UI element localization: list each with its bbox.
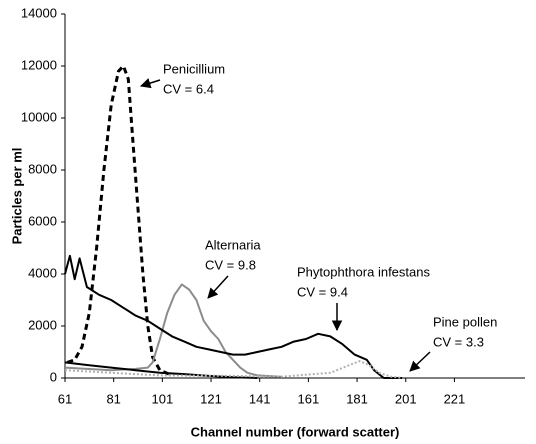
annotation-name: Penicillium <box>163 61 225 76</box>
x-tick-label: 221 <box>444 391 466 406</box>
annotation-arrow <box>139 78 161 89</box>
annotation-name: Phytophthora infestans <box>297 264 430 279</box>
annotation-cv: CV = 6.4 <box>163 81 214 96</box>
y-tick-label: 0 <box>50 369 57 384</box>
annotation-cv: CV = 3.3 <box>433 334 484 349</box>
y-tick-label: 8000 <box>28 161 57 176</box>
x-tick-label: 181 <box>346 391 368 406</box>
y-tick-label: 6000 <box>28 213 57 228</box>
x-tick-label: 121 <box>200 391 222 406</box>
x-tick-label: 81 <box>106 391 120 406</box>
series-line <box>64 283 282 378</box>
annotation-cv: CV = 9.8 <box>205 257 256 272</box>
annotation-cv: CV = 9.4 <box>297 284 348 299</box>
x-tick-label: 141 <box>249 391 271 406</box>
x-tick-label: 61 <box>58 391 72 406</box>
x-tick-label: 101 <box>152 391 174 406</box>
y-tick-label: 4000 <box>28 265 57 280</box>
annotation-arrow <box>207 275 229 299</box>
annotation-name: Alternaria <box>205 237 261 252</box>
x-tick-label: 161 <box>298 391 320 406</box>
y-axis-title: Particles per ml <box>9 148 24 245</box>
x-tick-label: 201 <box>395 391 417 406</box>
series-line <box>66 64 173 377</box>
annotation-arrow <box>409 351 431 372</box>
y-tick-label: 12000 <box>21 57 57 72</box>
series-line <box>64 360 404 379</box>
y-tick-label: 10000 <box>21 109 57 124</box>
x-axis-title: Channel number (forward scatter) <box>191 424 400 439</box>
y-tick-label: 2000 <box>28 317 57 332</box>
series-line <box>64 254 404 379</box>
series-line <box>64 361 258 379</box>
y-tick-label: 14000 <box>21 5 57 20</box>
annotation-name: Pine pollen <box>433 314 497 329</box>
